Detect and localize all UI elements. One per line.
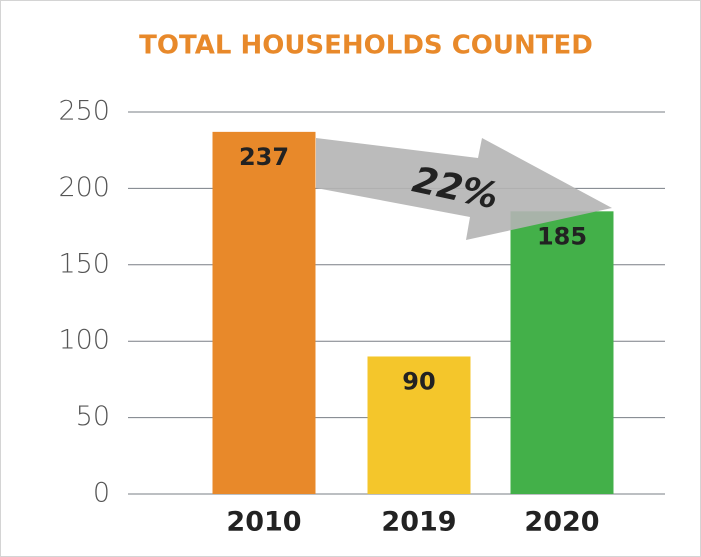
y-tick-label: 100 <box>58 325 110 356</box>
x-tick-label: 2010 <box>226 507 301 538</box>
value-label: 90 <box>402 367 435 395</box>
bars <box>212 131 614 494</box>
value-label: 185 <box>537 222 587 250</box>
value-label: 237 <box>239 143 289 171</box>
x-tick-label: 2020 <box>524 507 599 538</box>
change-arrow <box>316 138 612 240</box>
y-tick-label: 0 <box>93 478 110 509</box>
x-tick-label: 2019 <box>381 507 456 538</box>
bar <box>510 211 614 494</box>
bar <box>212 131 316 494</box>
chart-title: TOTAL HOUSEHOLDS COUNTED <box>139 31 593 61</box>
labels: 2010 237 2019 90 2020 185 <box>226 143 599 538</box>
y-tick-label: 200 <box>58 172 110 203</box>
y-tick-label: 150 <box>58 248 110 279</box>
y-tick-label: 50 <box>76 401 110 432</box>
y-tick-label: 250 <box>58 96 110 127</box>
bar <box>367 356 471 494</box>
